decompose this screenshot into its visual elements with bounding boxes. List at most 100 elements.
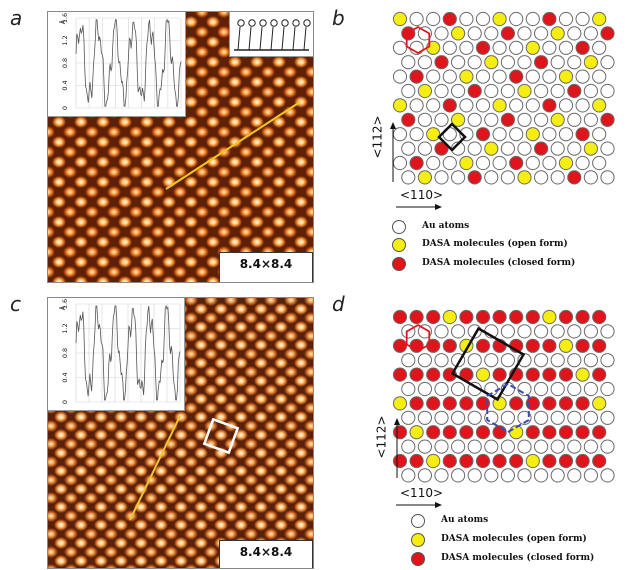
closed-form-molecule: [475, 338, 491, 353]
molecule-head: [248, 19, 256, 27]
au-atom: [451, 439, 466, 454]
closed-form-swatch: [411, 552, 425, 566]
au-atom: [534, 26, 549, 41]
au-atom: [500, 55, 516, 70]
au-atom: [484, 468, 499, 483]
open-form-molecule: [592, 396, 607, 411]
hexagon-outline: [405, 323, 431, 353]
au-atom: [542, 69, 557, 84]
open-form-molecule: [451, 26, 466, 41]
closed-form-molecule: [492, 367, 507, 382]
open-form-molecule: [392, 98, 408, 113]
closed-form-molecule: [426, 309, 441, 325]
au-atom: [434, 381, 449, 397]
au-atom: [600, 83, 615, 99]
au-atom: [583, 381, 598, 397]
open-form-molecule: [558, 155, 574, 171]
closed-form-molecule: [542, 367, 557, 382]
closed-form-molecule: [558, 367, 574, 382]
closed-form-molecule: [467, 83, 482, 99]
molecule-stem: [248, 26, 252, 51]
au-atom: [484, 26, 499, 41]
legend-label-open: DASA molecules (open form): [422, 239, 568, 249]
au-atom: [401, 410, 416, 425]
au-atom: [434, 353, 449, 368]
profile-unit-label: Å: [58, 19, 67, 24]
au-atom: [467, 26, 482, 41]
closed-form-molecule: [575, 396, 590, 411]
closed-form-molecule: [525, 367, 540, 382]
au-atom: [583, 439, 598, 454]
closed-form-molecule: [434, 141, 449, 156]
au-atom: [467, 468, 482, 483]
molecule-head: [237, 19, 245, 27]
closed-form-molecule: [459, 396, 474, 411]
au-atom: [401, 141, 416, 156]
au-atom: [409, 98, 424, 113]
axis-arrow-vertical-b: [390, 122, 396, 182]
scale-bar-label-a: 8.4×8.4 nm2: [219, 252, 313, 282]
closed-form-molecule: [401, 112, 416, 127]
closed-form-molecule: [542, 453, 557, 469]
au-atom: [558, 98, 574, 113]
closed-form-molecule: [459, 309, 474, 325]
au-atom: [459, 98, 474, 113]
molecule-head: [303, 19, 311, 27]
closed-form-molecule: [475, 425, 491, 440]
au-atom: [484, 83, 499, 99]
au-atom: [500, 410, 516, 425]
closed-form-molecule: [592, 338, 607, 353]
au-atom: [575, 155, 590, 171]
axis-label-112-d: <112>: [374, 415, 389, 459]
molecule-schematic-icon: [234, 19, 311, 51]
au-atom: [525, 69, 540, 84]
au-atom: [534, 324, 549, 339]
panel-letter-c: c: [10, 292, 21, 316]
au-atom: [409, 11, 424, 27]
au-atom: [509, 98, 524, 113]
open-form-molecule: [575, 367, 590, 382]
au-atom: [467, 439, 482, 454]
open-form-molecule: [592, 98, 607, 113]
open-form-swatch: [392, 238, 406, 252]
axis-label-112-b: <112>: [370, 115, 385, 159]
au-atom: [600, 170, 615, 185]
au-atom: [567, 324, 582, 339]
height-profile-inset-c: 0 0.4 0.8 1.2 1.6 Å: [48, 298, 185, 411]
au-atom: [475, 11, 491, 27]
closed-form-molecule: [392, 367, 408, 382]
open-form-molecule: [550, 112, 565, 127]
au-atom: [417, 381, 433, 397]
au-atom: [525, 155, 540, 171]
au-atom: [600, 410, 615, 425]
au-atom: [417, 439, 433, 454]
au-atom: [517, 112, 532, 127]
open-form-molecule: [417, 170, 433, 185]
profile-tick-label: 0.4: [61, 80, 69, 90]
hexagon-outline: [405, 25, 431, 55]
au-atom: [583, 410, 598, 425]
au-atom: [592, 127, 607, 142]
closed-form-molecule: [534, 55, 549, 70]
closed-form-swatch: [392, 257, 406, 271]
open-form-swatch: [411, 533, 425, 547]
au-atom: [417, 55, 433, 70]
unit-cell-rhombus: [437, 122, 467, 152]
closed-form-molecule: [426, 396, 441, 411]
au-atom: [451, 468, 466, 483]
closed-form-molecule: [492, 309, 507, 325]
au-atom: [401, 439, 416, 454]
molecule-head: [270, 19, 278, 27]
au-atom: [434, 410, 449, 425]
closed-form-molecule: [558, 309, 574, 325]
au-atom: [509, 11, 524, 27]
au-atom: [401, 170, 416, 185]
panel-letter-a: a: [10, 6, 23, 30]
axis-label-110-b: <110>: [400, 188, 444, 202]
closed-form-molecule: [409, 453, 424, 469]
au-atom: [401, 55, 416, 70]
legend-label-closed: DASA molecules (closed form): [422, 258, 576, 268]
au-atom: [550, 353, 565, 368]
au-atom: [484, 353, 499, 368]
height-profile-chart-a: 0 0.4 0.8 1.2 1.6Å: [58, 13, 182, 110]
